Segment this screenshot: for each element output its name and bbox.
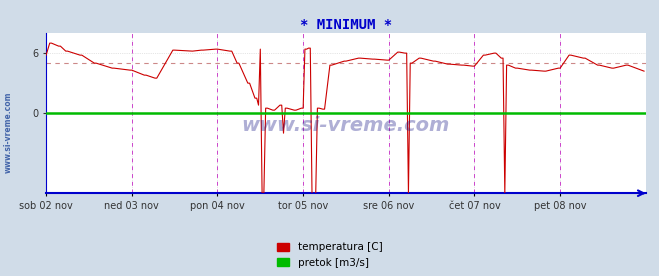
Text: www.si-vreme.com: www.si-vreme.com <box>242 116 450 136</box>
Title: * MINIMUM *: * MINIMUM * <box>300 18 392 32</box>
Text: www.si-vreme.com: www.si-vreme.com <box>3 92 13 173</box>
Legend: temperatura [C], pretok [m3/s]: temperatura [C], pretok [m3/s] <box>273 239 386 271</box>
